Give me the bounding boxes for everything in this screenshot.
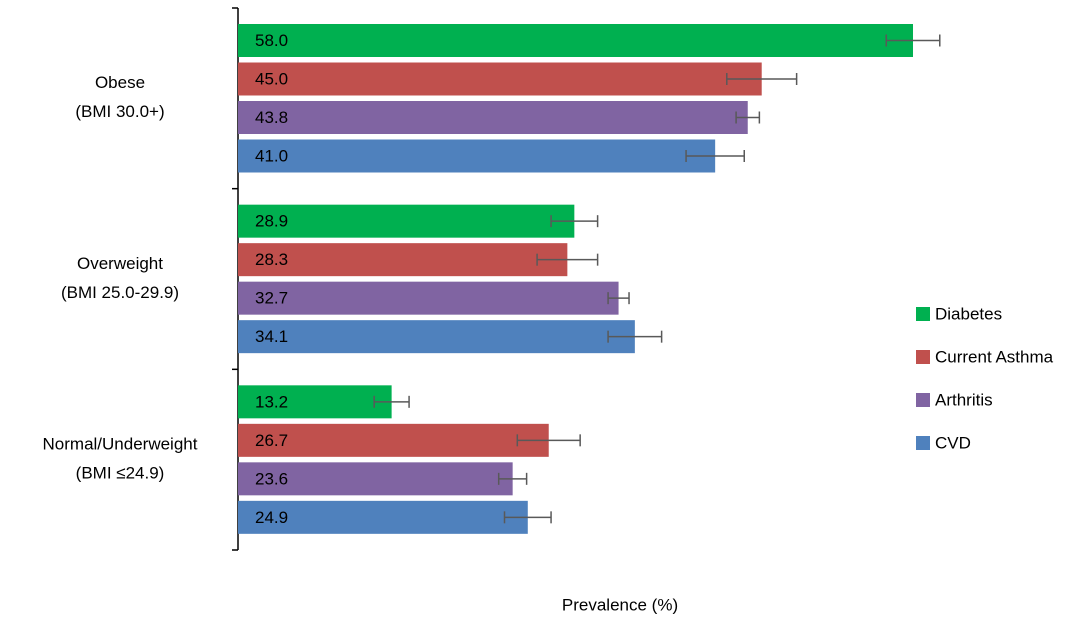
value-label: 23.6 (255, 469, 288, 488)
value-label: 26.7 (255, 431, 288, 450)
legend-swatch (916, 393, 930, 407)
bar (238, 423, 549, 457)
error-bar (516, 434, 581, 447)
y-tick-label: Obese (95, 73, 145, 92)
legend-label: Diabetes (935, 304, 1002, 323)
value-label: 24.9 (255, 508, 288, 527)
error-bar (373, 395, 410, 408)
y-tick-label: (BMI ≤24.9) (76, 464, 165, 483)
bar (238, 139, 716, 173)
bar (238, 385, 392, 419)
y-tick-label: Overweight (77, 254, 163, 273)
error-bar (735, 111, 761, 124)
y-tick-label: (BMI 25.0-29.9) (61, 283, 179, 302)
bar (238, 281, 619, 315)
legend-swatch (916, 350, 930, 364)
bar (238, 500, 528, 534)
y-tick-label: Normal/Underweight (43, 435, 198, 454)
value-label: 32.7 (255, 289, 288, 308)
bar (238, 243, 568, 277)
error-bar (685, 150, 746, 162)
value-label: 28.3 (255, 250, 288, 269)
legend-swatch (916, 307, 930, 321)
error-bar (503, 511, 552, 524)
error-bar (536, 253, 599, 266)
value-label: 45.0 (255, 69, 288, 88)
value-label: 41.0 (255, 146, 288, 165)
legend-swatch (916, 436, 930, 450)
error-bar (497, 472, 528, 485)
error-bar (607, 292, 630, 305)
bar (238, 24, 914, 57)
error-bar (607, 330, 663, 343)
bar (238, 204, 575, 238)
error-bar (726, 73, 798, 85)
bar (238, 62, 762, 96)
y-tick-label: (BMI 30.0+) (75, 102, 164, 121)
error-bar (550, 215, 599, 228)
value-label: 28.9 (255, 212, 288, 231)
bar (238, 320, 635, 354)
value-label: 13.2 (255, 392, 288, 411)
bar (238, 101, 748, 134)
legend-label: CVD (935, 433, 971, 452)
x-axis-label: Prevalence (%) (562, 595, 678, 614)
value-label: 58.0 (255, 31, 288, 50)
legend-label: Arthritis (935, 390, 993, 409)
value-label: 43.8 (255, 108, 288, 127)
bar (238, 462, 513, 496)
error-bar (885, 34, 941, 47)
value-label: 34.1 (255, 327, 288, 346)
legend-label: Current Asthma (935, 347, 1054, 366)
